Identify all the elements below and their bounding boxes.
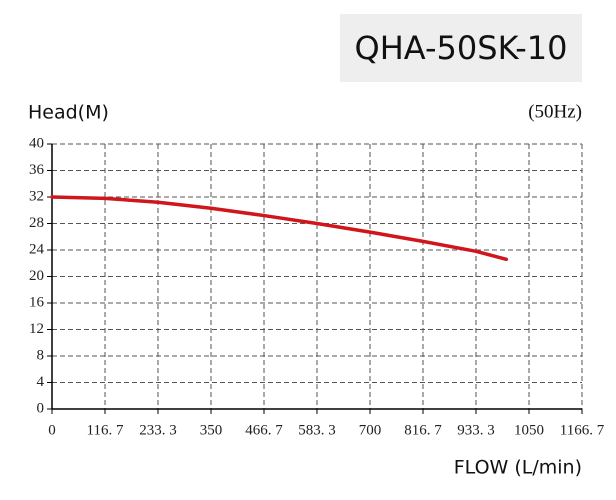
x-tick-label: 233. 3 bbox=[139, 422, 177, 438]
y-tick-label: 12 bbox=[29, 321, 44, 337]
x-axis-label: FLOW (L/min) bbox=[454, 457, 582, 479]
x-tick-label: 816. 7 bbox=[404, 422, 442, 438]
y-tick-label: 24 bbox=[29, 241, 45, 257]
y-tick-label: 0 bbox=[37, 400, 45, 416]
x-tick-label: 1050 bbox=[514, 422, 544, 438]
y-tick-label: 36 bbox=[29, 162, 45, 178]
x-tick-label: 1166. 7 bbox=[560, 422, 605, 438]
y-axis-label: Head(M) bbox=[28, 102, 109, 124]
x-tick-label: 700 bbox=[359, 422, 382, 438]
y-tick-label: 16 bbox=[29, 294, 45, 310]
subtitle: (50Hz) bbox=[528, 101, 582, 122]
y-tick-label: 32 bbox=[29, 188, 44, 204]
y-tick-label: 40 bbox=[29, 135, 44, 151]
curve bbox=[50, 195, 509, 262]
x-tick-label: 350 bbox=[200, 422, 223, 438]
y-tick-label: 4 bbox=[37, 374, 45, 390]
title-box bbox=[340, 14, 582, 82]
x-tick-label: 933. 3 bbox=[457, 422, 495, 438]
y-tick-label: 8 bbox=[37, 347, 45, 363]
x-tick-label: 116. 7 bbox=[87, 422, 124, 438]
x-tick-label: 0 bbox=[48, 422, 56, 438]
x-tick-label: 466. 7 bbox=[245, 422, 283, 438]
chart-title: QHA-50SK-10 bbox=[355, 29, 568, 67]
y-tick-label: 28 bbox=[29, 215, 44, 231]
x-tick-label: 583. 3 bbox=[298, 422, 336, 438]
y-tick-label: 20 bbox=[29, 268, 44, 284]
